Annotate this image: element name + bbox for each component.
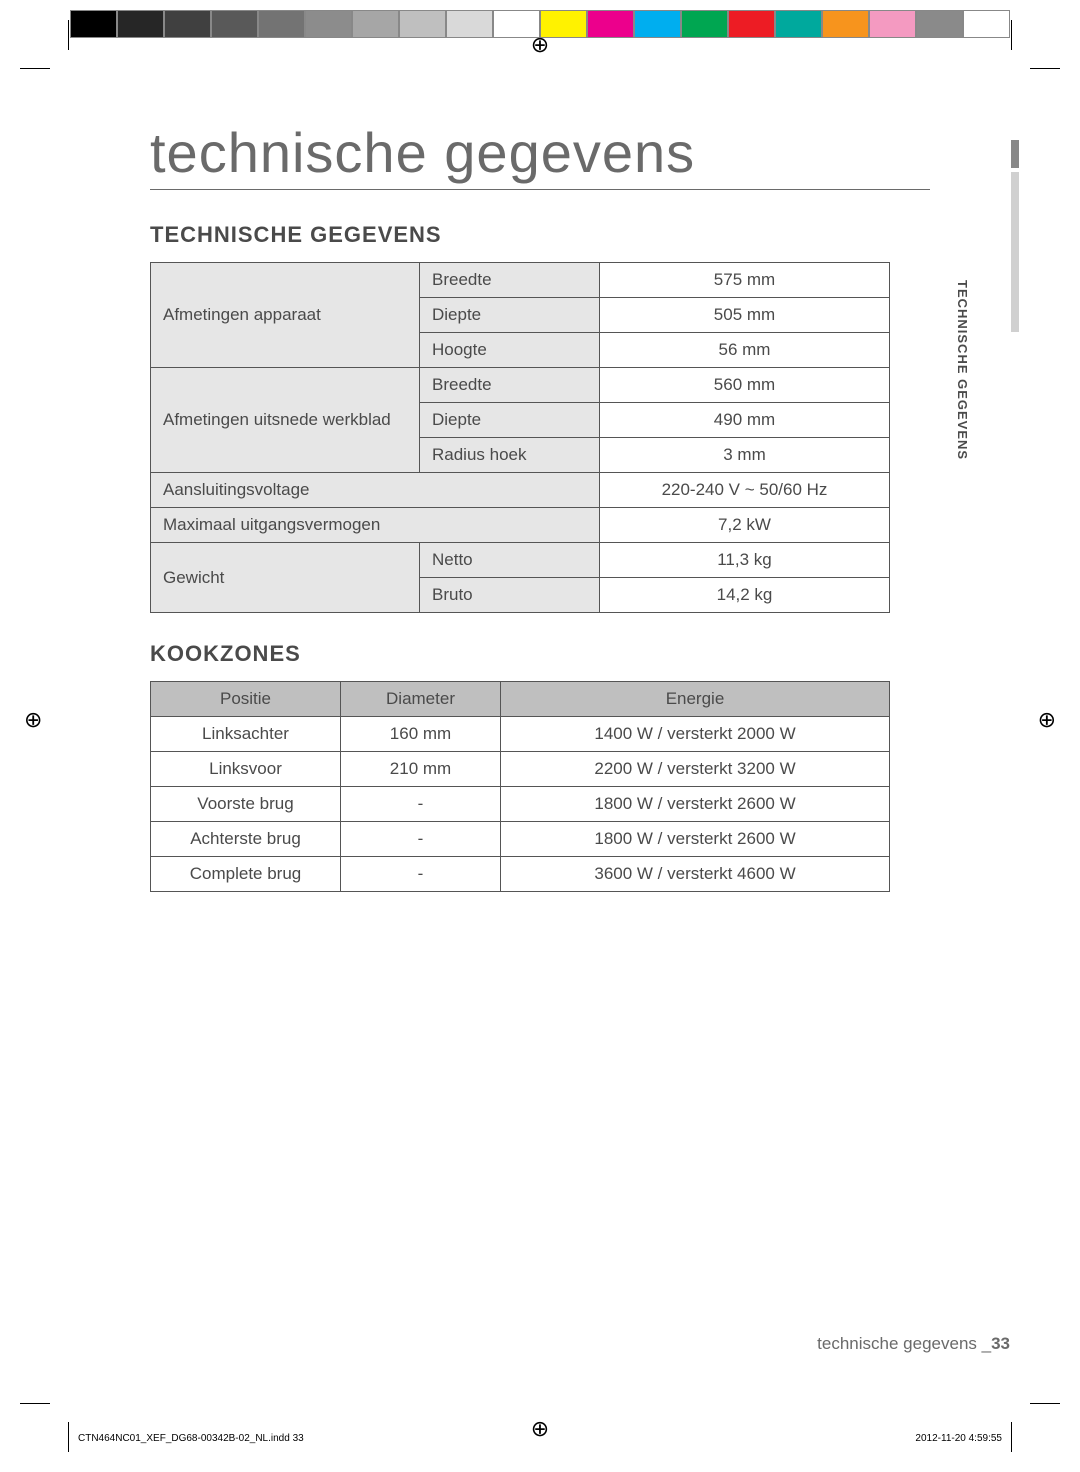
print-footer-time: 4:59:55 bbox=[969, 1433, 1002, 1444]
table-row: Voorste brug-1800 W / versterkt 2600 W bbox=[151, 787, 890, 822]
cooking-zones-table: PositieDiameterEnergieLinksachter160 mm1… bbox=[150, 681, 890, 892]
spec-label: Aansluitingsvoltage bbox=[151, 473, 600, 508]
spec-label: Afmetingen apparaat bbox=[151, 263, 420, 368]
spec-value: 220-240 V ~ 50/60 Hz bbox=[600, 473, 890, 508]
calibration-swatch bbox=[258, 10, 305, 38]
crop-mark-icon bbox=[20, 1403, 50, 1404]
print-footer-date: 2012-11-20 bbox=[915, 1433, 965, 1444]
calibration-swatch bbox=[963, 10, 1010, 38]
calibration-swatch bbox=[117, 10, 164, 38]
table-row: Aansluitingsvoltage220-240 V ~ 50/60 Hz bbox=[151, 473, 890, 508]
crop-mark-icon bbox=[20, 68, 50, 69]
zone-cell: - bbox=[341, 787, 501, 822]
spec-sublabel: Netto bbox=[420, 543, 600, 578]
print-footer: CTN464NC01_XEF_DG68-00342B-02_NL.indd 33… bbox=[78, 1433, 1002, 1444]
spec-sublabel: Breedte bbox=[420, 263, 600, 298]
crop-mark-icon bbox=[1011, 1422, 1012, 1452]
calibration-swatch bbox=[399, 10, 446, 38]
spec-sublabel: Breedte bbox=[420, 368, 600, 403]
table-row: Achterste brug-1800 W / versterkt 2600 W bbox=[151, 822, 890, 857]
calibration-swatch bbox=[916, 10, 963, 38]
side-tab-label: TECHNISCHE GEGEVENS bbox=[955, 280, 970, 460]
zone-cell: Complete brug bbox=[151, 857, 341, 892]
table-row: Linksachter160 mm1400 W / versterkt 2000… bbox=[151, 717, 890, 752]
crop-mark-icon bbox=[68, 1422, 69, 1452]
footer-label: technische gegevens _ bbox=[817, 1334, 991, 1353]
table-row: Maximaal uitgangsvermogen7,2 kW bbox=[151, 508, 890, 543]
registration-mark-icon: ⊕ bbox=[24, 707, 42, 733]
technical-spec-table: Afmetingen apparaatBreedte575 mmDiepte50… bbox=[150, 262, 890, 613]
zone-cell: Voorste brug bbox=[151, 787, 341, 822]
table-row: Afmetingen uitsnede werkbladBreedte560 m… bbox=[151, 368, 890, 403]
zone-cell: 210 mm bbox=[341, 752, 501, 787]
table-row: Afmetingen apparaatBreedte575 mm bbox=[151, 263, 890, 298]
spec-value: 575 mm bbox=[600, 263, 890, 298]
table-header-row: PositieDiameterEnergie bbox=[151, 682, 890, 717]
page-content: technische gegevens TECHNISCHE GEGEVENS … bbox=[70, 70, 1010, 1402]
spec-value: 490 mm bbox=[600, 403, 890, 438]
calibration-swatch bbox=[822, 10, 869, 38]
registration-mark-icon: ⊕ bbox=[1038, 707, 1056, 733]
calibration-swatch bbox=[446, 10, 493, 38]
spec-sublabel: Hoogte bbox=[420, 333, 600, 368]
table-row: Complete brug-3600 W / versterkt 4600 W bbox=[151, 857, 890, 892]
calibration-swatch bbox=[869, 10, 916, 38]
footer-page-number: 33 bbox=[991, 1334, 1010, 1353]
spec-value: 56 mm bbox=[600, 333, 890, 368]
calibration-swatch bbox=[587, 10, 634, 38]
calibration-swatch bbox=[728, 10, 775, 38]
calibration-swatch bbox=[352, 10, 399, 38]
zone-cell: 2200 W / versterkt 3200 W bbox=[501, 752, 890, 787]
crop-mark-icon bbox=[1030, 1403, 1060, 1404]
zone-cell: Linksvoor bbox=[151, 752, 341, 787]
zone-cell: - bbox=[341, 857, 501, 892]
section-heading-zones: KOOKZONES bbox=[150, 641, 930, 667]
spec-value: 7,2 kW bbox=[600, 508, 890, 543]
zone-cell: Achterste brug bbox=[151, 822, 341, 857]
spec-sublabel: Bruto bbox=[420, 578, 600, 613]
registration-mark-icon: ⊕ bbox=[531, 32, 549, 58]
zone-cell: - bbox=[341, 822, 501, 857]
spec-sublabel: Diepte bbox=[420, 403, 600, 438]
spec-label: Afmetingen uitsnede werkblad bbox=[151, 368, 420, 473]
spec-value: 14,2 kg bbox=[600, 578, 890, 613]
zone-cell: 160 mm bbox=[341, 717, 501, 752]
spec-sublabel: Radius hoek bbox=[420, 438, 600, 473]
calibration-swatch bbox=[211, 10, 258, 38]
spec-label: Gewicht bbox=[151, 543, 420, 613]
spec-value: 11,3 kg bbox=[600, 543, 890, 578]
calibration-swatch bbox=[305, 10, 352, 38]
spec-value: 3 mm bbox=[600, 438, 890, 473]
column-header: Diameter bbox=[341, 682, 501, 717]
print-footer-filename: CTN464NC01_XEF_DG68-00342B-02_NL.indd 33 bbox=[78, 1433, 304, 1444]
zone-cell: 1800 W / versterkt 2600 W bbox=[501, 822, 890, 857]
section-heading-technical: TECHNISCHE GEGEVENS bbox=[150, 222, 930, 248]
column-header: Positie bbox=[151, 682, 341, 717]
crop-mark-icon bbox=[68, 20, 69, 50]
spec-label: Maximaal uitgangsvermogen bbox=[151, 508, 600, 543]
spec-value: 560 mm bbox=[600, 368, 890, 403]
zone-cell: 1400 W / versterkt 2000 W bbox=[501, 717, 890, 752]
calibration-swatch bbox=[634, 10, 681, 38]
table-row: GewichtNetto11,3 kg bbox=[151, 543, 890, 578]
side-tab bbox=[1002, 140, 1028, 332]
spec-sublabel: Diepte bbox=[420, 298, 600, 333]
page-footer: technische gegevens _33 bbox=[70, 1334, 1010, 1354]
table-row: Linksvoor210 mm2200 W / versterkt 3200 W bbox=[151, 752, 890, 787]
calibration-swatch bbox=[775, 10, 822, 38]
page-title: technische gegevens bbox=[150, 120, 930, 190]
zone-cell: 3600 W / versterkt 4600 W bbox=[501, 857, 890, 892]
calibration-swatch bbox=[70, 10, 117, 38]
calibration-swatch bbox=[681, 10, 728, 38]
zone-cell: 1800 W / versterkt 2600 W bbox=[501, 787, 890, 822]
calibration-swatch bbox=[164, 10, 211, 38]
crop-mark-icon bbox=[1030, 68, 1060, 69]
column-header: Energie bbox=[501, 682, 890, 717]
zone-cell: Linksachter bbox=[151, 717, 341, 752]
crop-mark-icon bbox=[1011, 20, 1012, 50]
spec-value: 505 mm bbox=[600, 298, 890, 333]
